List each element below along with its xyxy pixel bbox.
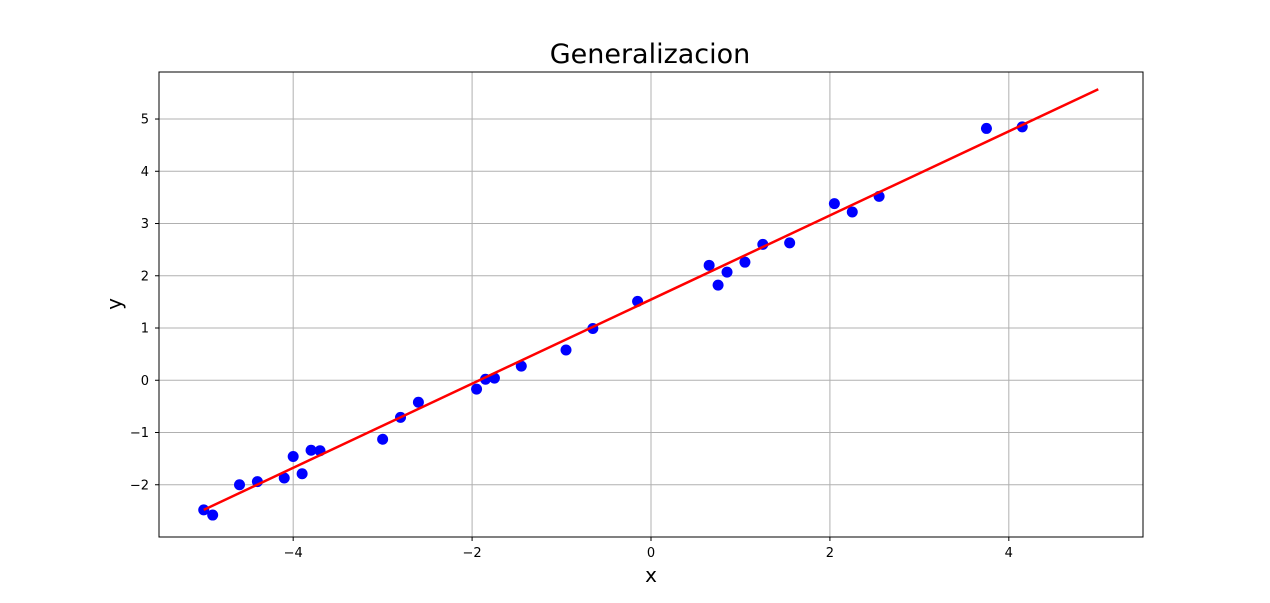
y-tick-label: 4 xyxy=(141,165,149,180)
scatter-point xyxy=(846,206,858,218)
y-tick-label: −2 xyxy=(130,478,149,493)
scatter-point xyxy=(278,472,290,484)
scatter-point xyxy=(712,279,724,291)
plot-area xyxy=(198,88,1099,521)
scatter-point xyxy=(234,479,246,491)
x-tick-label: 4 xyxy=(1005,546,1013,561)
y-tick-label: 0 xyxy=(141,374,149,389)
scatter-point xyxy=(515,360,527,372)
grid-lines xyxy=(159,72,1143,537)
y-tick-label: 1 xyxy=(141,322,149,337)
scatter-point xyxy=(703,259,715,271)
x-tick-label: 2 xyxy=(826,546,834,561)
chart-title: Generalizacion xyxy=(550,39,751,70)
y-axis-label: y xyxy=(102,298,126,310)
axis-ticks: −4 −2 0 2 4 −2 −1 0 1 2 3 4 5 xyxy=(130,113,1013,561)
scatter-point xyxy=(560,344,572,356)
scatter-point xyxy=(305,444,317,456)
x-tick-label: 0 xyxy=(647,546,655,561)
scatter-point xyxy=(784,237,796,249)
scatter-point xyxy=(207,509,219,521)
x-tick-label: −4 xyxy=(284,546,303,561)
scatter-point xyxy=(412,396,424,408)
scatter-point xyxy=(828,198,840,210)
scatter-point xyxy=(739,256,751,268)
y-tick-label: −1 xyxy=(130,426,149,441)
y-tick-label: 2 xyxy=(141,269,149,284)
regression-line xyxy=(203,88,1099,511)
scatter-point xyxy=(287,451,299,463)
scatter-point xyxy=(980,122,992,134)
scatter-point xyxy=(377,433,389,445)
axes-frame xyxy=(158,71,1144,538)
scatter-point xyxy=(721,266,733,278)
x-axis-label: x xyxy=(645,563,657,587)
y-tick-label: 5 xyxy=(141,113,149,128)
scatter-point xyxy=(471,383,483,395)
x-tick-label: −2 xyxy=(463,546,482,561)
scatter-point xyxy=(296,468,308,480)
y-tick-label: 3 xyxy=(141,217,149,232)
